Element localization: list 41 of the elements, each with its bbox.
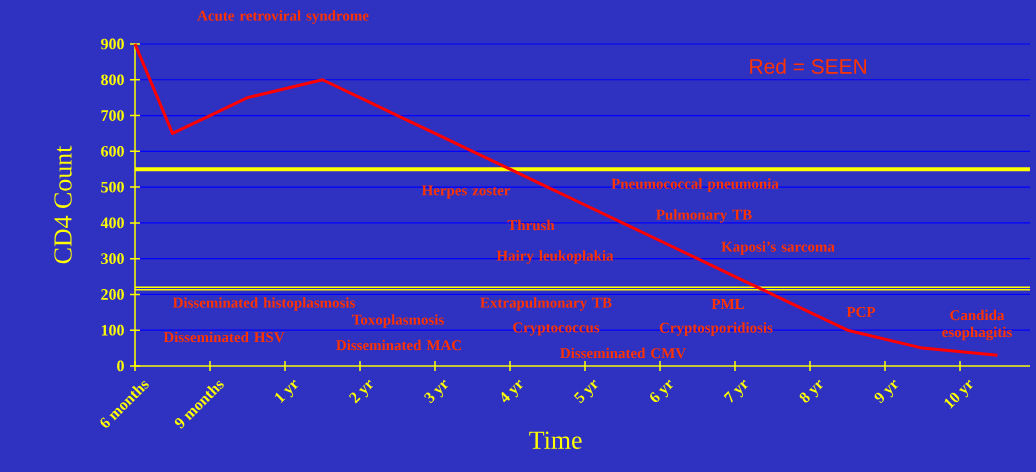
y-tick-label: 600 — [101, 145, 124, 157]
y-tick-label: 0 — [117, 360, 124, 372]
x-tick-label: 6 yr — [650, 379, 673, 403]
annotation: Pulmonary TB — [656, 209, 752, 223]
x-tick-label: 1 yr — [275, 379, 298, 403]
annotation: Cryptosporidiosis — [659, 322, 773, 336]
y-tick-label: 400 — [100, 217, 124, 229]
x-tick-label: 5 yr — [573, 379, 598, 404]
text: Acute retroviral syndrome — [197, 10, 369, 24]
annotation: Red = SEEN — [750, 58, 866, 74]
annotation: Extrapulmonary TB — [480, 297, 612, 311]
x-tick-label: 7 yr — [723, 379, 748, 403]
annotation: Candida esophagitis — [942, 309, 1012, 341]
annotation: Hairy leukoplakia — [496, 250, 614, 264]
annotation: Disseminated MAC — [336, 339, 461, 351]
annotation: Kaposi’s sarcoma — [721, 241, 835, 255]
annotation: Disseminated HSV — [163, 331, 285, 343]
y-tick-label: 800 — [101, 74, 124, 86]
annotation: Pneumococcal pneumonia — [611, 178, 779, 192]
annotation: Disseminated CMV — [560, 347, 686, 359]
x-tick-label: 10 yr — [944, 379, 973, 409]
annotation: Thrush — [507, 219, 555, 231]
annotation: Cryptococcus — [513, 322, 600, 336]
x-tick-label: 2 yr — [348, 379, 373, 404]
annotation: Toxoplasmosis — [352, 314, 444, 328]
x-axis-title: Time — [529, 431, 582, 449]
x-tick-label: 3 yr — [423, 379, 448, 404]
y-tick-label: 700 — [101, 110, 124, 121]
annotation: PML — [711, 299, 744, 309]
y-tick-label: 300 — [101, 253, 124, 265]
annotation: Disseminated histoplasmosis — [172, 297, 355, 311]
x-tick-label: 9 yr — [874, 379, 898, 404]
y-tick-label: 200 — [101, 289, 124, 300]
y-axis-title: CD4 Count — [54, 145, 72, 264]
annotation: Herpes zoster — [421, 185, 511, 199]
y-tick-label: 500 — [101, 181, 124, 193]
y-tick-label: 100 — [101, 324, 124, 336]
x-tick-label: 8 yr — [799, 379, 823, 403]
y-tick-label: 900 — [101, 38, 124, 50]
x-tick-label: 4 yr — [501, 379, 523, 403]
annotation: PCP — [846, 306, 876, 317]
